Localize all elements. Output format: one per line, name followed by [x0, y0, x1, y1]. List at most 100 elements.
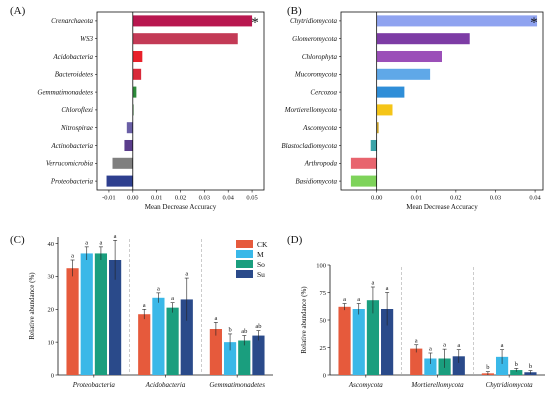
significance-letter: a	[371, 280, 374, 287]
x-tick-label: 0.05	[246, 195, 257, 202]
significance-letter: a	[71, 253, 74, 260]
category-label: Actinobacteria	[50, 142, 93, 150]
significance-star: *	[530, 15, 538, 31]
bar	[366, 300, 380, 375]
y-tick-label: 0	[51, 372, 54, 379]
category-label: Verrucomicrobia	[46, 160, 94, 168]
bar	[376, 15, 538, 27]
category-label: WS3	[80, 35, 93, 43]
category-label: Chlorophyta	[302, 53, 338, 61]
x-tick-label: 0.01	[411, 195, 422, 202]
category-label: Chytridiomycota	[290, 17, 338, 25]
bar	[338, 306, 351, 375]
y-tick-label: 20	[48, 307, 55, 314]
y-tick-label: 0	[323, 372, 326, 379]
x-tick-label: 0.01	[151, 195, 162, 202]
bar	[495, 356, 509, 375]
bar	[132, 86, 137, 98]
bar	[132, 68, 142, 80]
x-tick-label: 0.02	[450, 195, 461, 202]
bar	[376, 68, 431, 80]
category-label: Bacteroidetes	[55, 71, 94, 79]
legend-label: M	[257, 250, 264, 259]
bar	[238, 340, 251, 375]
category-label: Crenarchaeota	[51, 17, 93, 25]
significance-letter: b	[529, 363, 532, 370]
category-label: Proteobacteria	[50, 177, 94, 185]
significance-letter: a	[429, 346, 432, 353]
significance-letter: a	[185, 271, 188, 278]
category-label: Mucoromycota	[294, 71, 338, 79]
x-axis-label: Mean Decrease Accuracy	[145, 203, 217, 211]
bar	[94, 253, 108, 375]
significance-letter: a	[443, 342, 446, 349]
x-tick-label: 0.03	[490, 195, 501, 202]
x-tick-label: 0.04	[223, 195, 235, 202]
y-tick-label: 100	[316, 262, 326, 269]
significance-letter: a	[214, 315, 217, 322]
bar	[109, 260, 122, 375]
bar	[252, 335, 265, 375]
significance-letter: a	[114, 233, 117, 240]
significance-letter: a	[357, 296, 360, 303]
category-label: Gemmatimonadetes	[37, 88, 93, 96]
legend-label: So	[257, 260, 265, 269]
x-tick-label: 0.00	[127, 195, 138, 202]
x-tick-label: 0.02	[175, 195, 186, 202]
bar	[106, 175, 133, 187]
category-label: Proteobacteria	[72, 381, 116, 389]
plot-frame	[340, 11, 544, 191]
bar	[152, 297, 165, 375]
panel-b: (B)Chytridiomycota Glomeromycota Chlorophy…	[281, 5, 544, 211]
bar	[209, 329, 222, 375]
y-axis-label: Relative abundance (%)	[300, 286, 308, 354]
significance-letter: a	[99, 239, 102, 246]
significance-letter: a	[457, 342, 460, 349]
y-tick-label: 10	[48, 339, 55, 346]
bar	[132, 33, 238, 45]
panel-label: (A)	[10, 5, 26, 17]
y-axis-label: Relative abundance (%)	[28, 272, 36, 340]
bar	[424, 358, 437, 375]
bar	[66, 268, 79, 375]
significance-star: *	[251, 15, 259, 31]
bar	[370, 139, 377, 152]
significance-letter: b	[515, 361, 518, 368]
category-label: Ascomycota	[348, 381, 383, 389]
significance-letter: a	[343, 296, 346, 303]
significance-letter: a	[171, 295, 174, 302]
bar	[410, 348, 423, 375]
bar	[132, 15, 253, 27]
significance-letter: ab	[255, 323, 261, 330]
panel-label: (C)	[10, 234, 25, 246]
bar	[350, 175, 377, 187]
significance-letter: a	[85, 239, 88, 246]
bar	[352, 309, 365, 375]
category-label: Acidobacteria	[145, 381, 186, 389]
bar	[376, 122, 379, 134]
legend-swatch	[236, 240, 253, 248]
x-tick-label: 0.00	[371, 195, 382, 202]
significance-letter: ab	[241, 328, 247, 335]
y-tick-label: 50	[320, 317, 327, 324]
category-label: Glomeromycota	[292, 35, 337, 43]
category-label: Ascomycota	[302, 124, 337, 132]
bar	[124, 139, 133, 152]
panel-d: (D) 0 25 50 75 100 Relative abundance (%) a a a a A…	[287, 234, 545, 389]
bar	[510, 370, 523, 375]
category-label: Mortierellomycota	[284, 106, 338, 114]
category-label: Acidobacteria	[52, 53, 93, 61]
category-label: Blastocladiomycota	[281, 142, 337, 150]
y-tick-label: 25	[320, 345, 327, 352]
panel-label: (B)	[287, 5, 302, 17]
significance-letter: a	[415, 337, 418, 344]
bar	[180, 299, 193, 375]
significance-letter: a	[386, 285, 389, 292]
bar	[376, 104, 393, 116]
bar	[376, 33, 470, 45]
significance-letter: a	[501, 342, 504, 349]
x-axis-label: Mean Decrease Accuracy	[406, 203, 478, 211]
panel-a: (A) Crenarchaeota WS3 Acidobacteria Bacteroi…	[10, 5, 265, 211]
